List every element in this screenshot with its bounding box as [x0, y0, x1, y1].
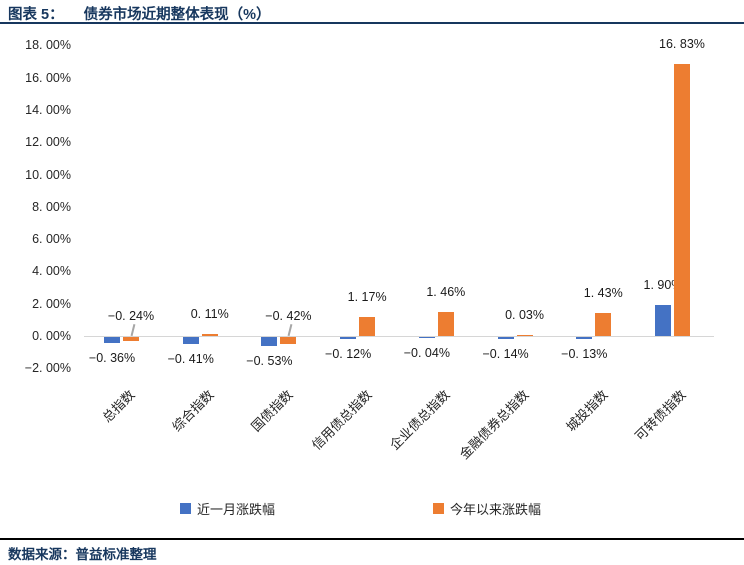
- footer-rule: [0, 538, 744, 540]
- y-axis-tick-label: 4. 00%: [32, 264, 71, 279]
- legend-swatch-orange-icon: [433, 503, 444, 514]
- bar-今年以来涨跌幅-信用债总指数: [359, 317, 376, 336]
- y-axis-tick-label: 18. 00%: [25, 38, 71, 53]
- bar-今年以来涨跌幅-可转债指数: [673, 64, 690, 336]
- data-label: −0. 12%: [325, 346, 372, 361]
- data-label: 0. 11%: [190, 307, 229, 322]
- legend-label-month: 近一月涨跌幅: [197, 502, 276, 517]
- figure-number-label: 图表 5：: [8, 7, 64, 23]
- legend-item-ytd: 今年以来涨跌幅: [433, 499, 541, 518]
- bar-近一月涨跌幅-城投指数: [576, 337, 593, 340]
- data-label: −0. 04%: [403, 346, 450, 360]
- data-label: 1. 17%: [347, 290, 387, 305]
- data-label: −0. 42%: [265, 309, 312, 323]
- data-label: −0. 41%: [167, 351, 214, 366]
- bar-近一月涨跌幅-国债指数: [261, 337, 278, 346]
- data-label: −0. 24%: [107, 309, 155, 323]
- data-label: −0. 53%: [246, 353, 293, 368]
- y-axis-tick-label: 2. 00%: [32, 296, 71, 311]
- legend-item-month: 近一月涨跌幅: [180, 499, 275, 518]
- category-label-综合指数: 综合指数: [169, 387, 217, 435]
- bar-今年以来涨跌幅-国债指数: [280, 337, 297, 344]
- data-label: 16. 83%: [659, 37, 705, 52]
- bar-近一月涨跌幅-总指数: [104, 337, 120, 343]
- category-label-总指数: 总指数: [99, 387, 139, 426]
- y-axis-tick-label: 0. 00%: [32, 329, 71, 343]
- bar-近一月涨跌幅-金融债券总指数: [497, 337, 514, 340]
- data-label: 1. 46%: [426, 285, 466, 300]
- legend-label-ytd: 今年以来涨跌幅: [450, 502, 542, 517]
- bar-近一月涨跌幅-综合指数: [182, 337, 199, 344]
- category-label-企业债总指数: 企业债总指数: [387, 387, 453, 453]
- x-axis-line: [84, 336, 714, 337]
- data-label: 1. 90%: [643, 278, 683, 293]
- y-axis-tick-label: 14. 00%: [25, 102, 71, 117]
- data-source: 数据来源：普益标准整理: [8, 547, 157, 562]
- category-label-信用债总指数: 信用债总指数: [308, 387, 375, 453]
- bar-近一月涨跌幅-信用债总指数: [340, 337, 357, 339]
- y-axis-tick-label: 12. 00%: [25, 135, 71, 150]
- data-label: 0. 03%: [505, 308, 544, 322]
- label-leader-line: [130, 323, 135, 337]
- data-label: −0. 36%: [88, 350, 136, 365]
- category-label-金融债券总指数: 金融债券总指数: [456, 387, 532, 462]
- bar-今年以来涨跌幅-城投指数: [595, 312, 612, 336]
- label-leader-line: [287, 323, 292, 337]
- data-label: 1. 43%: [583, 285, 623, 300]
- bar-近一月涨跌幅-可转债指数: [654, 305, 671, 336]
- data-label: −0. 14%: [482, 347, 529, 362]
- category-label-国债指数: 国债指数: [248, 387, 296, 435]
- bar-今年以来涨跌幅-企业债总指数: [437, 312, 454, 336]
- category-label-可转债指数: 可转债指数: [632, 387, 690, 444]
- category-label-城投指数: 城投指数: [562, 387, 611, 435]
- data-label: −0. 13%: [561, 347, 608, 362]
- bar-今年以来涨跌幅-金融债券总指数: [516, 335, 533, 336]
- y-axis-tick-label: 10. 00%: [25, 167, 71, 182]
- y-axis-tick-label: 6. 00%: [32, 232, 71, 247]
- header-rule: [0, 22, 744, 24]
- bar-近一月涨跌幅-企业债总指数: [418, 337, 435, 338]
- bar-今年以来涨跌幅-综合指数: [201, 334, 218, 336]
- y-axis-tick-label: 16. 00%: [25, 70, 71, 85]
- y-axis-tick-label: −2. 00%: [24, 361, 71, 376]
- legend-swatch-blue-icon: [180, 503, 191, 514]
- figure-title-text: 债券市场近期整体表现（%）: [83, 7, 271, 23]
- bar-今年以来涨跌幅-总指数: [123, 337, 139, 341]
- figure-title: 图表 5： 债券市场近期整体表现（%）: [8, 3, 271, 24]
- y-axis-tick-label: 8. 00%: [32, 199, 71, 214]
